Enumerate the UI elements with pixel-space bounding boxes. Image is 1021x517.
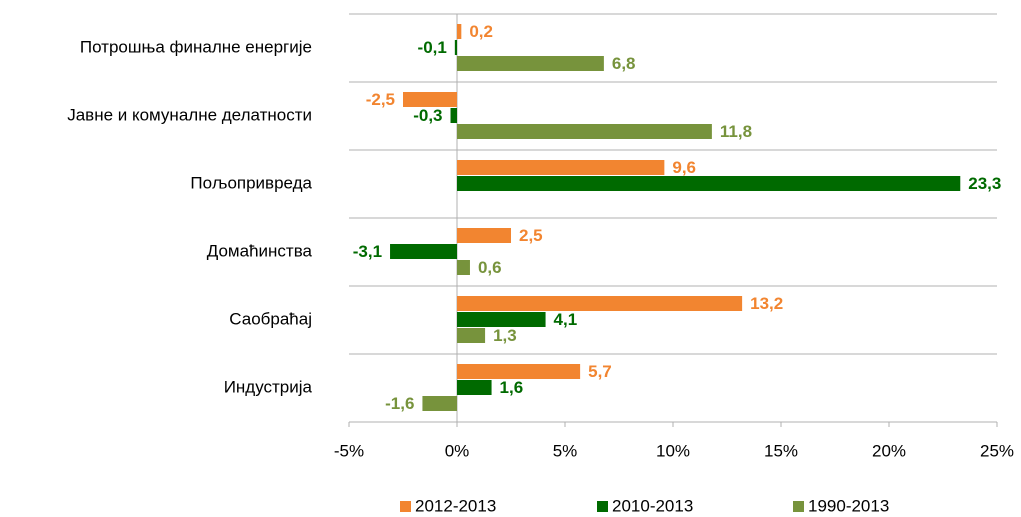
x-tick-label: -5% — [334, 441, 364, 460]
bar — [457, 380, 492, 395]
bar — [457, 328, 486, 343]
value-label: 13,2 — [750, 294, 783, 313]
x-tick-label: 15% — [764, 441, 798, 460]
value-label: 4,1 — [554, 310, 578, 329]
bar — [457, 296, 743, 311]
x-tick-label: 0% — [445, 441, 470, 460]
category-label: Потрошња финалне енергије — [80, 37, 312, 56]
legend-swatch — [597, 501, 608, 512]
bar — [457, 260, 470, 275]
legend-label: 2012-2013 — [415, 496, 496, 515]
value-label: 1,6 — [500, 378, 524, 397]
x-tick-label: 10% — [656, 441, 690, 460]
category-label: Пољопривреда — [190, 173, 312, 192]
bar — [457, 160, 665, 175]
value-label: 5,7 — [588, 362, 612, 381]
bar — [403, 92, 457, 107]
bar — [457, 124, 712, 139]
x-tick-label: 25% — [980, 441, 1014, 460]
legend-label: 2010-2013 — [612, 496, 693, 515]
category-label: Домаћинства — [207, 241, 313, 260]
value-label: 23,3 — [968, 174, 1001, 193]
bar — [457, 24, 462, 39]
legend-swatch — [793, 501, 804, 512]
value-label: 9,6 — [672, 158, 696, 177]
bar — [457, 228, 511, 243]
value-label: -1,6 — [385, 394, 414, 413]
value-label: -0,3 — [413, 106, 442, 125]
x-tick-label: 20% — [872, 441, 906, 460]
category-label: Јавне и комуналне делатности — [67, 105, 312, 124]
legend-swatch — [400, 501, 411, 512]
x-tick-label: 5% — [553, 441, 578, 460]
value-label: 1,3 — [493, 326, 517, 345]
value-label: -0,1 — [418, 38, 447, 57]
bar — [450, 108, 457, 123]
bar — [457, 312, 546, 327]
bar — [390, 244, 457, 259]
value-label: -2,5 — [366, 90, 395, 109]
bar — [457, 56, 604, 71]
bar — [457, 176, 961, 191]
bar — [454, 40, 457, 55]
category-label: Индустрија — [224, 377, 313, 396]
legend-label: 1990-2013 — [808, 496, 889, 515]
value-label: 2,5 — [519, 226, 543, 245]
value-label: 11,8 — [720, 122, 752, 141]
value-label: 0,2 — [469, 22, 493, 41]
bar — [457, 364, 581, 379]
value-label: 6,8 — [612, 54, 636, 73]
value-label: -3,1 — [353, 242, 382, 261]
category-label: Саобраћај — [229, 309, 312, 328]
bar — [422, 396, 457, 411]
value-label: 0,6 — [478, 258, 502, 277]
